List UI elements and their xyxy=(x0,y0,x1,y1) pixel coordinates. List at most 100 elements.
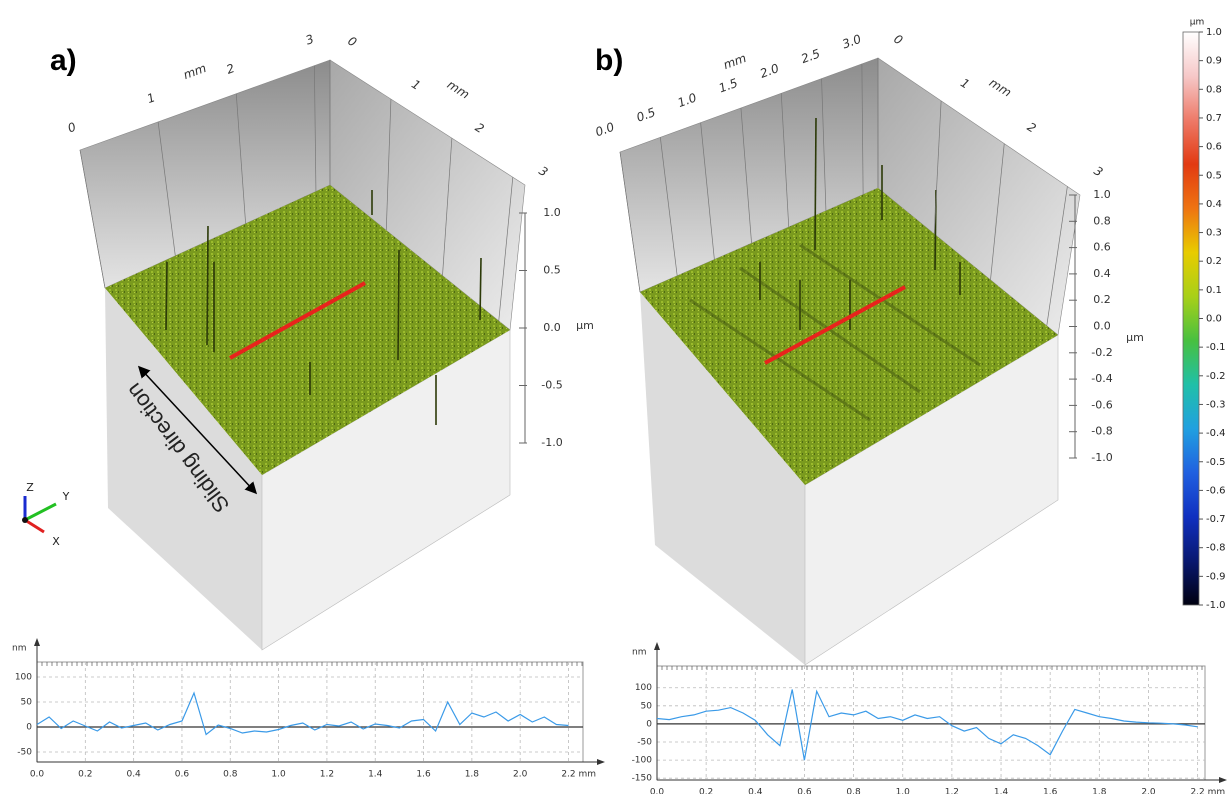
x-tick-label: 1.4 xyxy=(368,770,383,780)
surface-spikes xyxy=(165,190,482,425)
x-tick-label: 0 xyxy=(66,120,78,136)
x-axis-label: mm xyxy=(721,51,748,72)
z-tick-label: 0.8 xyxy=(1093,214,1111,227)
y-tick-label: 0 xyxy=(26,723,32,733)
x-tick-label: 1.0 xyxy=(271,770,286,780)
colorbar-tick-label: 1.0 xyxy=(1206,27,1222,38)
colorbar-tick-label: 0.5 xyxy=(1206,170,1222,181)
colorbar-tick-label: -0.5 xyxy=(1206,457,1226,468)
y-tick-label: -50 xyxy=(17,748,32,758)
colorbar-tick-label: -0.1 xyxy=(1206,342,1226,353)
profile-line xyxy=(36,691,569,736)
wall-grid-line xyxy=(314,65,317,192)
x-tick-label: 0.0 xyxy=(593,120,616,140)
wall-grid-line xyxy=(235,93,246,224)
triad-y xyxy=(24,502,57,522)
y-tick-label: 50 xyxy=(641,701,653,711)
front-face xyxy=(804,334,1059,666)
z-tick-label: 0.0 xyxy=(543,321,561,334)
x-tick-label: 0.4 xyxy=(126,770,141,780)
wall-grid-line xyxy=(1046,186,1068,326)
x-tick-label: 2.0 xyxy=(758,61,781,81)
colorbar-tick-label: -0.8 xyxy=(1206,543,1226,554)
y-tick-label: 50 xyxy=(21,698,33,708)
x-tick-label: 1.2 xyxy=(320,770,334,780)
x-tick-label: 0.6 xyxy=(797,788,812,794)
x-tick-label: 1 xyxy=(145,90,157,106)
wall-grid-line xyxy=(700,122,715,260)
x-tick-label: 1.8 xyxy=(1092,788,1107,794)
z-tick-label: -0.2 xyxy=(1091,346,1112,359)
y-tick-label: 3 xyxy=(536,164,550,180)
x-tick-label: 1.6 xyxy=(416,770,431,780)
y-tick-label: -50 xyxy=(637,738,652,748)
plot-frame xyxy=(656,665,1206,781)
wall-grid-line xyxy=(659,137,678,276)
x-tick-label: 1.0 xyxy=(676,90,699,110)
profile-line xyxy=(229,281,366,360)
surface-spikes xyxy=(759,117,961,330)
direction-arrow xyxy=(137,365,258,495)
z-tick-label: -0.4 xyxy=(1091,372,1112,385)
x-tick-label: 0.2 xyxy=(78,770,92,780)
x-tick-label: 1.8 xyxy=(465,770,480,780)
z-tick-label: 1.0 xyxy=(543,206,561,219)
y-tick-label: 100 xyxy=(635,683,652,693)
z-tick-label: 0.5 xyxy=(543,264,561,277)
wall-grid-line xyxy=(780,93,790,228)
z-tick-label: -0.8 xyxy=(1091,425,1112,438)
triad-label: Y xyxy=(62,490,70,503)
x-tick-label: 0.4 xyxy=(748,788,763,794)
y-axis-label: nm xyxy=(632,648,646,658)
colorbar-tick-label: 0.2 xyxy=(1206,256,1222,267)
wall-grid-line xyxy=(740,107,752,244)
wall-grid-line xyxy=(990,143,1005,280)
surface xyxy=(640,188,1058,485)
colorbar-tick-label: 0.7 xyxy=(1206,113,1222,124)
panel-label: a) xyxy=(50,44,77,77)
y-axis-label: mm xyxy=(445,77,472,101)
y-tick-label: 2 xyxy=(473,120,487,136)
colorbar-tick-label: 0.4 xyxy=(1206,199,1222,210)
colorbar-tick-label: -0.7 xyxy=(1206,514,1226,525)
surface-box-b xyxy=(619,57,1081,666)
x-tick-label: 0.2 xyxy=(699,788,713,794)
x-tick-label: 1.2 xyxy=(945,788,959,794)
wall-grid-line xyxy=(933,100,942,234)
x-tick-label: 2.0 xyxy=(1141,788,1156,794)
triad-label: Z xyxy=(26,481,34,494)
y-tick-label: 2 xyxy=(1025,120,1039,136)
z-tick-label: -1.0 xyxy=(1091,451,1112,464)
wall-grid-line xyxy=(619,151,641,293)
y-tick-label: 1 xyxy=(409,77,423,93)
x-axis-label: mm xyxy=(579,770,597,780)
y-axis-label: mm xyxy=(987,75,1014,99)
x-tick-label: 0.8 xyxy=(846,788,861,794)
x-tick-label: 2.2 xyxy=(561,770,575,780)
colorbar-tick-label: -0.2 xyxy=(1206,371,1226,382)
colorbar-tick-label: -0.9 xyxy=(1206,571,1226,582)
x-tick-label: 1.4 xyxy=(994,788,1009,794)
y-axis-label: nm xyxy=(12,644,26,654)
colorbar-tick-label: -0.4 xyxy=(1206,428,1226,439)
y-tick-label: 100 xyxy=(15,673,32,683)
wall-grid-line xyxy=(385,99,392,231)
z-tick-label: 0.0 xyxy=(1093,320,1111,333)
x-axis-label: mm xyxy=(1208,788,1226,794)
x-tick-label: 2.2 xyxy=(1190,788,1204,794)
x-tick-label: 3.0 xyxy=(840,32,863,52)
x-tick-label: 0.8 xyxy=(223,770,238,780)
y-tick-label: -150 xyxy=(632,774,653,784)
colorbar-unit: µm xyxy=(1190,18,1205,28)
x-tick-label: 1.6 xyxy=(1043,788,1058,794)
wall-grid-line xyxy=(498,177,514,321)
x-axis-label: mm xyxy=(181,61,208,82)
x-tick-label: 1.5 xyxy=(717,76,740,96)
wall-grid-line xyxy=(442,138,453,276)
front-face xyxy=(261,329,511,651)
colorbar-tick-label: 0.1 xyxy=(1206,285,1222,296)
colorbar-tick-label: -0.3 xyxy=(1206,399,1226,410)
colorbar-tick-label: 0.0 xyxy=(1206,314,1222,325)
